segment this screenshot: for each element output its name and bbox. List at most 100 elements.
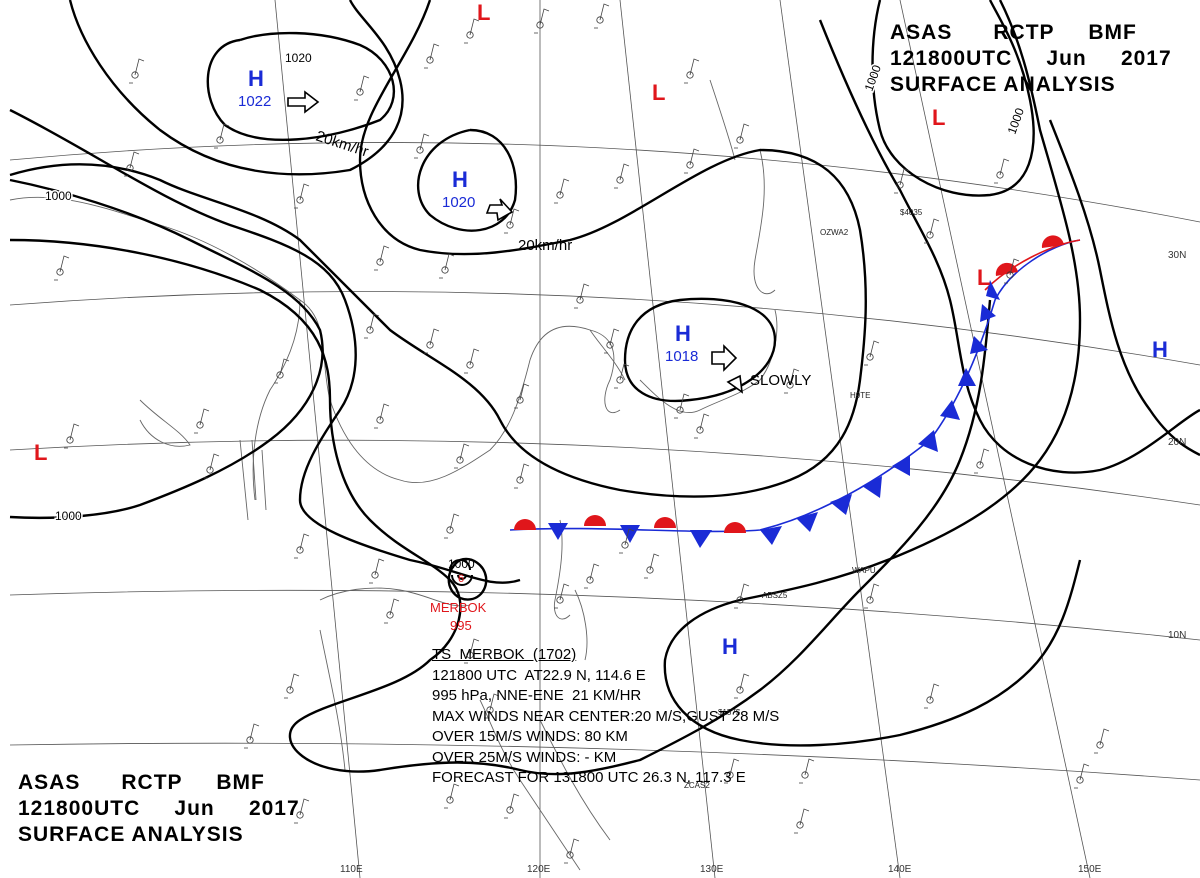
title-line3: SURFACE ANALYSIS xyxy=(890,73,1116,96)
low-center-letter: L xyxy=(477,0,490,25)
storm-number: 6 xyxy=(458,573,464,585)
station-plot xyxy=(64,423,80,449)
station-plot xyxy=(504,208,520,234)
station-plot xyxy=(364,313,380,339)
station-code: WAPU xyxy=(852,566,876,575)
station-plot xyxy=(614,163,630,189)
longitude-label: 140E xyxy=(888,864,912,875)
storm-symbol xyxy=(449,559,473,586)
storm-info-line: FORECAST FOR 131800 UTC 26.3 N, 117.3 E xyxy=(432,769,746,786)
isobar-label: 1000 xyxy=(45,189,72,203)
station-plot xyxy=(204,453,220,479)
latitude-label: 30N xyxy=(1168,250,1186,261)
title-line2: 121800UTC Jun 2017 xyxy=(18,796,300,822)
station-plot xyxy=(369,558,385,584)
high-center-pressure: 1018 xyxy=(665,348,698,365)
station-plot xyxy=(439,253,455,279)
station-plot xyxy=(514,383,530,409)
title-station: RCTP xyxy=(993,21,1055,44)
station-plot xyxy=(384,598,400,624)
station-plots xyxy=(54,3,1110,864)
station-plot xyxy=(554,178,570,204)
station-plot xyxy=(894,168,910,194)
station-plot xyxy=(994,158,1010,184)
station-plot xyxy=(604,328,620,354)
station-plot xyxy=(974,448,990,474)
latitude-label: 10N xyxy=(1168,630,1186,641)
station-plot xyxy=(614,363,630,389)
station-plot xyxy=(924,218,940,244)
low-center-letter: L xyxy=(977,265,990,290)
station-plot xyxy=(444,783,460,809)
high-center-letter: H xyxy=(1152,337,1168,362)
station-plot xyxy=(674,393,690,419)
low-center-letter: L xyxy=(932,105,945,130)
station-plot xyxy=(784,368,800,394)
title-month: Jun xyxy=(1046,47,1087,70)
station-plot xyxy=(619,528,635,554)
station-code: OZWA2 xyxy=(820,228,849,237)
station-plot xyxy=(734,673,750,699)
storm-info-line: TS MERBOK (1702) xyxy=(432,646,577,663)
station-plot xyxy=(354,75,370,101)
station-plot xyxy=(294,533,310,559)
title-agency: ASAS xyxy=(890,21,953,44)
station-plot xyxy=(694,413,710,439)
station-plot xyxy=(574,283,590,309)
storm-info-line: OVER 15M/S WINDS: 80 KM xyxy=(432,728,628,745)
station-plot xyxy=(554,583,570,609)
station-plot xyxy=(514,463,530,489)
longitude-label: 130E xyxy=(700,864,724,875)
station-plot xyxy=(564,838,580,864)
station-plot xyxy=(129,58,145,84)
isobar-west-1000 xyxy=(9,178,324,520)
station-plot xyxy=(484,693,500,719)
station-plot xyxy=(454,443,470,469)
station-plot xyxy=(799,758,815,784)
station-plot xyxy=(684,148,700,174)
station-plot xyxy=(864,583,880,609)
isobar-label: 1000 xyxy=(862,63,884,93)
storm-info-line: MAX WINDS NEAR CENTER:20 M/S,GUST 28 M/S xyxy=(432,707,780,725)
station-plot xyxy=(54,255,70,281)
motion-label: 20km/hr xyxy=(518,237,572,254)
isobar-high-1022 xyxy=(206,31,396,141)
station-plot xyxy=(374,403,390,429)
station-plot xyxy=(684,58,700,84)
station-plot xyxy=(374,245,390,271)
station-plot xyxy=(124,151,140,177)
title-line1: ASAS RCTP BMF xyxy=(18,770,300,796)
isobar-high-1018 xyxy=(623,297,777,403)
longitude-label: 110E xyxy=(340,864,363,875)
arrow-right-icon xyxy=(485,198,514,222)
high-center-pressure: 1020 xyxy=(442,194,475,211)
title-time: 121800UTC xyxy=(890,47,1013,70)
title-block-bottom: ASAS RCTP BMF 121800UTC Jun 2017 SURFACE… xyxy=(18,770,300,848)
station-plot xyxy=(424,43,440,69)
station-code: ZCAS2 xyxy=(684,781,710,790)
station-plot xyxy=(424,328,440,354)
station-plot xyxy=(414,133,430,159)
high-center-letter: H xyxy=(248,66,264,91)
station-plot xyxy=(214,123,230,149)
arrow-right-icon xyxy=(287,90,320,114)
storm-isobar-label: 1000 xyxy=(448,557,475,571)
station-code: $157$ xyxy=(718,708,741,717)
isobars xyxy=(9,0,1200,776)
title-office: BMF xyxy=(1088,21,1137,44)
storm-name: MERBOK xyxy=(430,600,487,615)
station-code: ABSZ5 xyxy=(762,591,788,600)
isobar-label: 1000 xyxy=(55,509,82,523)
station-plot xyxy=(194,408,210,434)
low-center-letter: L xyxy=(34,440,47,465)
isobar-east-low xyxy=(871,0,1035,197)
station-plot xyxy=(1074,763,1090,789)
isobar-far-east xyxy=(1048,119,1200,457)
title-line2: 121800UTC Jun 2017 xyxy=(890,46,1172,72)
isobar-central-large xyxy=(9,0,867,498)
stationary-front xyxy=(509,235,1081,548)
isobar-label: 1000 xyxy=(1005,106,1027,136)
station-plot xyxy=(444,513,460,539)
